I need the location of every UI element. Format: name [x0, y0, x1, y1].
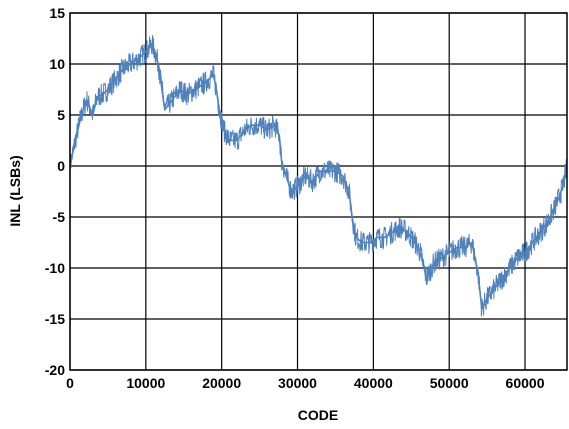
y-tick-labels: 15 10 5 0 -5 -10 -15 -20 [45, 5, 65, 378]
y-tick-label: 15 [49, 5, 65, 21]
x-tick-label: 0 [66, 375, 74, 391]
x-tick-labels: 0 10000 20000 30000 40000 50000 60000 [66, 375, 545, 391]
y-axis-title: INL (LSBs) [7, 155, 23, 226]
y-tick-label: -5 [53, 209, 66, 225]
x-tick-label: 10000 [126, 375, 165, 391]
plot-frame [69, 12, 568, 371]
y-tick-label: -20 [45, 362, 65, 378]
inl-noise-trace [69, 35, 568, 317]
y-tick-label: -10 [45, 260, 65, 276]
series-noise-band [69, 35, 568, 317]
x-tick-label: 30000 [278, 375, 317, 391]
x-tick-label: 40000 [354, 375, 393, 391]
y-tick-label: -15 [45, 311, 65, 327]
y-tick-label: 10 [49, 56, 65, 72]
x-tick-label: 20000 [202, 375, 241, 391]
y-tick-label: 0 [57, 158, 65, 174]
grid [69, 12, 567, 371]
x-tick-label: 50000 [430, 375, 469, 391]
x-axis-title: CODE [298, 407, 338, 423]
y-tick-label: 5 [57, 107, 65, 123]
x-tick-label: 60000 [506, 375, 545, 391]
